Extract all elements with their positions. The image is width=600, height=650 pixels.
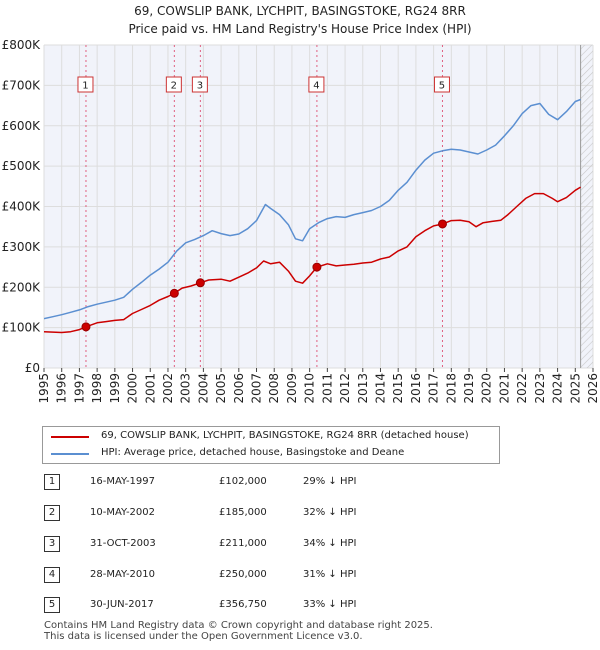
- sale-point: [195, 278, 205, 288]
- x-tick-label: 2003: [179, 373, 193, 404]
- sale-label-text: 1: [82, 81, 88, 92]
- x-tick-label: 2004: [196, 373, 210, 404]
- sale-hpi-diff: 31% ↓ HPI: [303, 569, 357, 580]
- chart-title: 69, COWSLIP BANK, LYCHPIT, BASINGSTOKE, …: [134, 4, 466, 18]
- legend-swatch-property: [51, 436, 89, 438]
- chart-subtitle: Price paid vs. HM Land Registry's House …: [128, 22, 472, 36]
- footer-licence: This data is licensed under the Open Gov…: [44, 631, 363, 642]
- sale-hpi-diff: 29% ↓ HPI: [303, 476, 357, 487]
- property-series-line: [44, 186, 581, 334]
- sale-point: [312, 262, 322, 272]
- y-tick-label: £200K: [2, 280, 42, 294]
- sale-hpi-diff: 33% ↓ HPI: [303, 599, 357, 610]
- sale-marker-box: 1: [44, 474, 60, 490]
- x-tick-label: 2011: [320, 373, 334, 404]
- legend-swatch-hpi: [51, 453, 89, 455]
- x-tick-label: 2010: [303, 373, 317, 404]
- x-tick-label: 2007: [250, 373, 264, 404]
- sale-date: 28-MAY-2010: [90, 569, 156, 580]
- x-tick-label: 1997: [72, 373, 86, 404]
- x-tick-label: 2018: [444, 373, 458, 404]
- sale-point: [437, 219, 447, 229]
- x-tick-label: 2012: [338, 373, 352, 404]
- x-tick-label: 1995: [37, 373, 51, 404]
- x-tick-label: 2009: [285, 373, 299, 404]
- sale-label-box: [433, 76, 450, 93]
- y-tick-label: £600K: [2, 119, 42, 133]
- sale-price: £356,750: [219, 599, 267, 610]
- x-tick-label: 2005: [214, 373, 228, 404]
- footer-copyright: Contains HM Land Registry data © Crown c…: [44, 620, 433, 631]
- x-tick-label: 2025: [568, 373, 582, 404]
- sale-hpi-diff: 34% ↓ HPI: [303, 538, 357, 549]
- x-tick-label: 2013: [356, 373, 370, 404]
- sale-label-box: [308, 76, 325, 93]
- x-tick-label: 1999: [108, 373, 122, 404]
- x-tick-label: 2014: [373, 373, 387, 404]
- sale-price: £185,000: [219, 507, 267, 518]
- y-tick-label: £800K: [2, 38, 42, 52]
- sale-marker-box: 5: [44, 597, 60, 613]
- future-hatch-region: [580, 45, 593, 368]
- x-tick-label: 2015: [391, 373, 405, 404]
- x-tick-label: 2000: [126, 373, 140, 404]
- sale-marker-box: 4: [44, 567, 60, 583]
- sale-point: [81, 322, 91, 332]
- x-tick-label: 2008: [267, 373, 281, 404]
- sale-price: £102,000: [219, 476, 267, 487]
- y-tick-label: £700K: [2, 78, 42, 92]
- y-tick-label: £0: [25, 361, 40, 375]
- legend-label-property: 69, COWSLIP BANK, LYCHPIT, BASINGSTOKE, …: [101, 430, 469, 441]
- legend-label-hpi: HPI: Average price, detached house, Basi…: [101, 447, 405, 458]
- sale-hpi-diff: 32% ↓ HPI: [303, 507, 357, 518]
- sale-date: 16-MAY-1997: [90, 476, 156, 487]
- sale-date: 10-MAY-2002: [90, 507, 156, 518]
- sale-label-box: [191, 76, 208, 93]
- price-chart: 1 2 3 4 5 £0 £100K £200K £300K £400K £500K £600K £70…: [2, 38, 600, 404]
- y-tick-label: £300K: [2, 240, 42, 254]
- legend: 69, COWSLIP BANK, LYCHPIT, BASINGSTOKE, …: [42, 426, 500, 464]
- x-tick-label: 2019: [462, 373, 476, 404]
- sale-marker-box: 2: [44, 505, 60, 521]
- y-tick-label: £100K: [2, 321, 42, 335]
- x-tick-label: 2017: [427, 373, 441, 404]
- x-tick-label: 2002: [161, 373, 175, 404]
- sale-marker-box: 3: [44, 536, 60, 552]
- series-group: [44, 98, 581, 334]
- sale-price: £250,000: [219, 569, 267, 580]
- x-tick-label: 2016: [409, 373, 423, 404]
- sale-label-text: 2: [171, 81, 177, 92]
- x-tick-label: 2006: [232, 373, 246, 404]
- sale-label-box: [165, 76, 182, 93]
- sale-label-box: [77, 76, 94, 93]
- x-tick-label: 2026: [586, 373, 600, 404]
- x-tick-label: 2001: [143, 373, 157, 404]
- x-tick-label: 2024: [551, 373, 565, 404]
- x-tick-label: 1998: [90, 373, 104, 404]
- x-tick-label: 2021: [497, 373, 511, 404]
- sale-point: [169, 288, 179, 298]
- y-tick-label: £400K: [2, 200, 42, 214]
- x-tick-label: 2022: [515, 373, 529, 404]
- sale-label-text: 4: [313, 81, 319, 92]
- sale-label-text: 5: [439, 81, 445, 92]
- x-tick-label: 2023: [533, 373, 547, 404]
- x-tick-label: 2020: [480, 373, 494, 404]
- sale-date: 30-JUN-2017: [90, 599, 154, 610]
- x-tick-label: 1996: [55, 373, 69, 404]
- y-tick-label: £500K: [2, 159, 42, 173]
- sale-date: 31-OCT-2003: [90, 538, 156, 549]
- sale-label-text: 3: [197, 81, 203, 92]
- sale-price: £211,000: [219, 538, 267, 549]
- hpi-series-line: [44, 98, 581, 320]
